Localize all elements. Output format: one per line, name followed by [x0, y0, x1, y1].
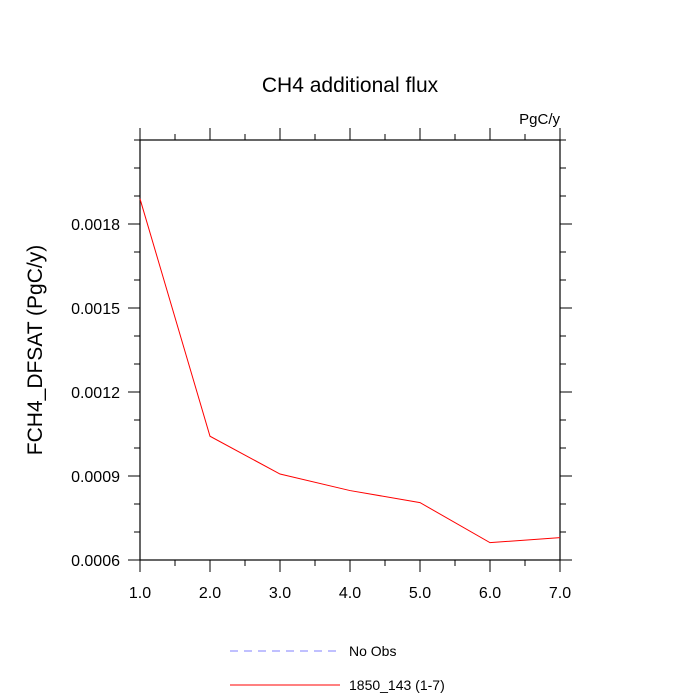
- x-tick-label: 7.0: [549, 585, 571, 602]
- y-tick-labels: 0.0006 0.0009 0.0012 0.0015 0.0018: [71, 217, 120, 570]
- y-axis-label: FCH4_DFSAT (PgC/y): [24, 245, 47, 455]
- y-tick-label: 0.0009: [71, 469, 120, 486]
- series-line: [139, 198, 561, 544]
- chart-title: CH4 additional flux: [262, 74, 439, 97]
- y-tick-label: 0.0012: [71, 385, 120, 402]
- x-tick-labels: 1.0 2.0 3.0 4.0 5.0 6.0 7.0: [129, 585, 571, 602]
- x-tick-label: 3.0: [269, 585, 291, 602]
- series-lines: [139, 198, 561, 544]
- x-tick-label: 5.0: [409, 585, 431, 602]
- legend: No Obs 1850_143 (1-7): [230, 643, 445, 693]
- y-tick-label: 0.0006: [71, 553, 120, 570]
- legend-label: No Obs: [349, 643, 396, 659]
- axis-ticks: [128, 128, 572, 572]
- x-tick-label: 4.0: [339, 585, 361, 602]
- y-tick-label: 0.0015: [71, 301, 120, 318]
- x-tick-label: 6.0: [479, 585, 501, 602]
- units-label: PgC/y: [519, 111, 560, 128]
- y-tick-label: 0.0018: [71, 217, 120, 234]
- x-tick-label: 2.0: [199, 585, 221, 602]
- x-tick-label: 1.0: [129, 585, 151, 602]
- plot-frame: [139, 139, 561, 561]
- legend-label: 1850_143 (1-7): [349, 677, 445, 693]
